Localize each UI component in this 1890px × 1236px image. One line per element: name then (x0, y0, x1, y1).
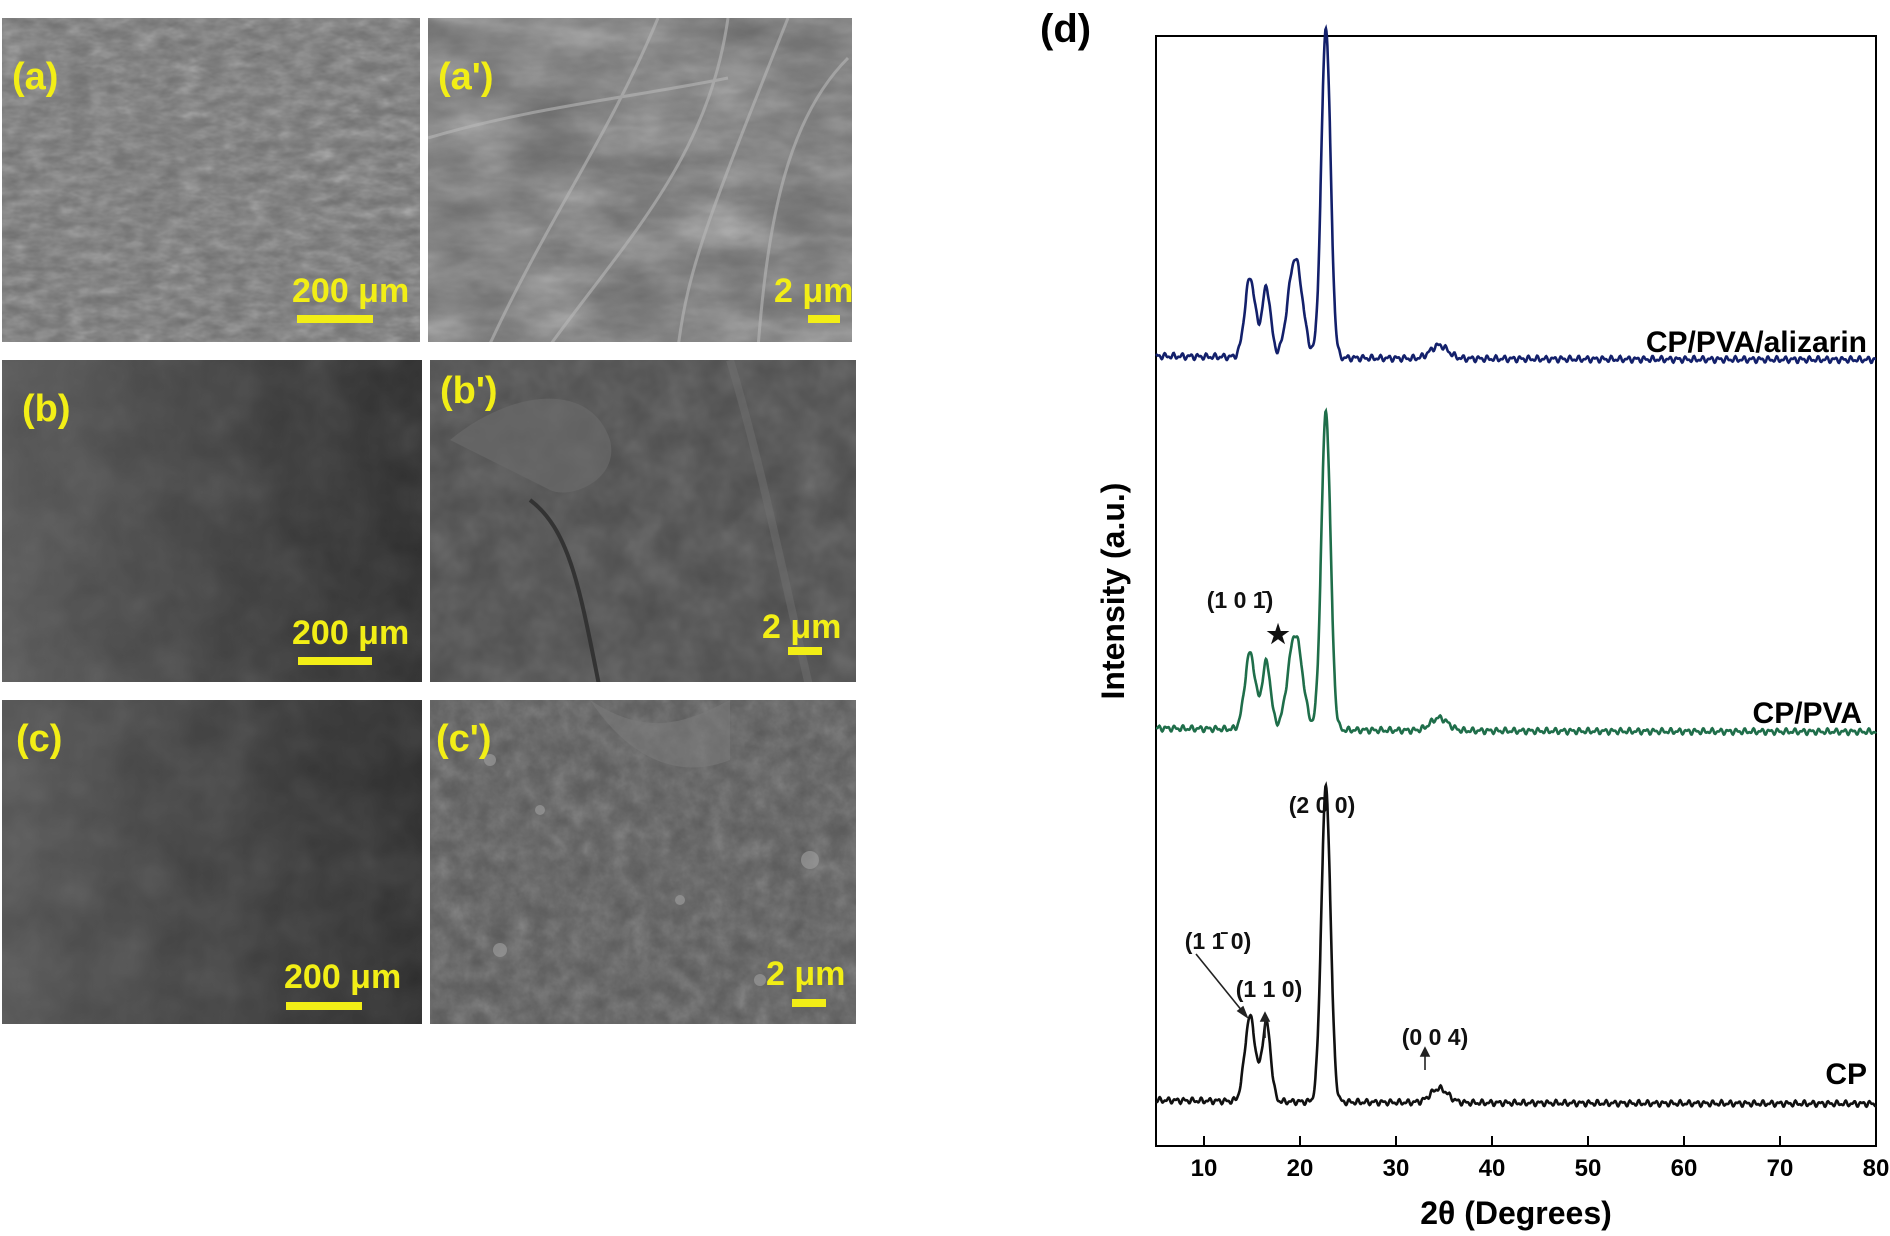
scale-text-b-prime: 2 μm (762, 608, 842, 646)
annotation-110: (1 1 0) (1236, 976, 1302, 1002)
sem-image-c-prime (430, 700, 856, 1024)
annotation-200: (2 0 0) (1289, 792, 1355, 818)
scale-bar-c-prime (792, 999, 826, 1007)
sem-image-a-prime (428, 18, 852, 342)
series-label-cp-pva-alizarin: CP/PVA/alizarin (1646, 326, 1867, 359)
series-label-cp: CP (1825, 1058, 1867, 1091)
x-tick-label: 70 (1767, 1155, 1794, 1182)
x-axis-ticks: 10 20 30 40 50 60 70 80 (1191, 1136, 1890, 1182)
x-tick-label: 80 (1863, 1155, 1890, 1182)
scale-text-a: 200 μm (292, 272, 410, 310)
x-axis-label: 2θ (Degrees) (1420, 1195, 1612, 1231)
sem-panel-a-prime: (a') 2 μm (428, 18, 852, 342)
annotation-004: (0 0 4) (1402, 1024, 1468, 1050)
panel-label-c-prime: (c') (436, 718, 492, 760)
series-label-cp-pva: CP/PVA (1753, 697, 1862, 730)
sem-panel-c-prime: (c') 2 μm (430, 700, 856, 1024)
sem-image-b (2, 360, 422, 682)
series-line-cp (1155, 781, 1877, 1109)
panel-label-d: (d) (1040, 7, 1091, 51)
scale-bar-c (286, 1002, 362, 1010)
y-axis-label: Intensity (a.u.) (1095, 483, 1131, 700)
x-tick-label: 50 (1575, 1155, 1602, 1182)
scale-text-b: 200 μm (292, 614, 410, 652)
sem-image-a (2, 18, 420, 342)
sem-panel-b: (b) 200 μm (2, 360, 422, 682)
panel-label-b-prime: (b') (440, 370, 498, 412)
panel-label-c: (c) (16, 718, 63, 760)
sem-panel-b-prime: (b') 2 μm (430, 360, 856, 682)
series-layer (1155, 24, 1877, 1109)
scale-text-c-prime: 2 μm (766, 955, 846, 993)
sem-panel-c: (c) 200 μm (2, 700, 422, 1024)
annotation-1-1bar-0: (1 1̄ 0) (1185, 928, 1251, 954)
panel-label-a: (a) (12, 56, 59, 98)
panel-label-a-prime: (a') (438, 56, 494, 98)
annotation-arrows (1195, 953, 1431, 1070)
x-tick-label: 20 (1287, 1155, 1314, 1182)
sem-image-b-prime (430, 360, 856, 682)
x-tick-label: 30 (1383, 1155, 1410, 1182)
scale-bar-b-prime (788, 647, 822, 655)
scale-text-c: 200 μm (284, 958, 402, 996)
series-line-cp-pva-alizarin (1155, 24, 1876, 365)
sem-panel-a: (a) 200 μm (2, 18, 420, 342)
scale-text-a-prime: 2 μm (774, 272, 852, 310)
scale-bar-a-prime (808, 315, 840, 323)
plot-frame (1155, 35, 1877, 1147)
panel-label-b: (b) (22, 388, 71, 430)
xrd-chart: (d) 10 20 30 40 50 60 70 80 2θ (Degrees) Intens… (1040, 7, 1890, 1231)
x-tick-label: 60 (1671, 1155, 1698, 1182)
sem-image-c (2, 700, 422, 1024)
x-tick-label: 40 (1479, 1155, 1506, 1182)
scale-bar-a (297, 315, 373, 323)
series-line-cp-pva (1155, 407, 1877, 737)
annotation-star: ★ (1266, 619, 1290, 649)
x-tick-label: 10 (1191, 1155, 1218, 1182)
annotation-1-0-1bar: (1 0 1̄) (1207, 587, 1273, 613)
scale-bar-b (298, 657, 372, 665)
